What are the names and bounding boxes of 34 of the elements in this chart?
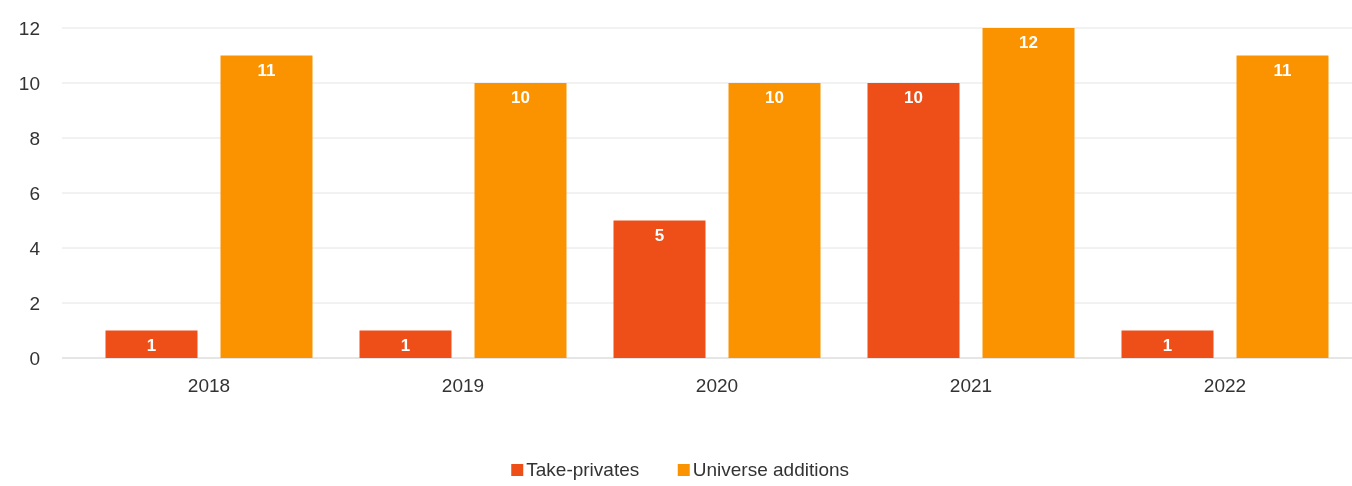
data-label: 12 [1019, 33, 1038, 52]
bar [474, 83, 567, 358]
x-tick-label: 2021 [949, 375, 993, 396]
legend-label: Take-privates [526, 459, 640, 480]
bar [1121, 330, 1214, 358]
data-label: 10 [511, 88, 530, 107]
data-label: 1 [1162, 335, 1173, 355]
y-tick-label: 8 [29, 127, 40, 149]
x-tick-label: 2022 [1203, 375, 1247, 396]
bar [728, 83, 821, 358]
bar [982, 28, 1075, 358]
x-tick-label: 2020 [695, 375, 739, 396]
x-tick-label: 2018 [187, 375, 231, 396]
bar [613, 220, 706, 358]
bar [105, 330, 198, 358]
data-label: 5 [654, 225, 665, 245]
data-label: 11 [257, 60, 276, 80]
data-label: 1 [400, 335, 411, 355]
y-tick-label: 4 [29, 237, 41, 259]
y-tick-label: 10 [18, 72, 40, 94]
data-label: 11 [1273, 60, 1292, 80]
y-tick-label: 2 [29, 292, 40, 314]
data-label: 10 [904, 88, 923, 107]
data-label: 10 [765, 88, 784, 107]
y-tick-label: 12 [18, 17, 40, 39]
data-label: 1 [146, 335, 157, 355]
x-tick-label: 2019 [441, 375, 485, 396]
bar [867, 83, 960, 358]
bar [359, 330, 452, 358]
y-tick-label: 0 [29, 347, 40, 369]
y-tick-label: 6 [29, 182, 40, 204]
legend-label: Universe additions [692, 459, 850, 480]
bar [220, 55, 313, 358]
bar [1236, 55, 1329, 358]
